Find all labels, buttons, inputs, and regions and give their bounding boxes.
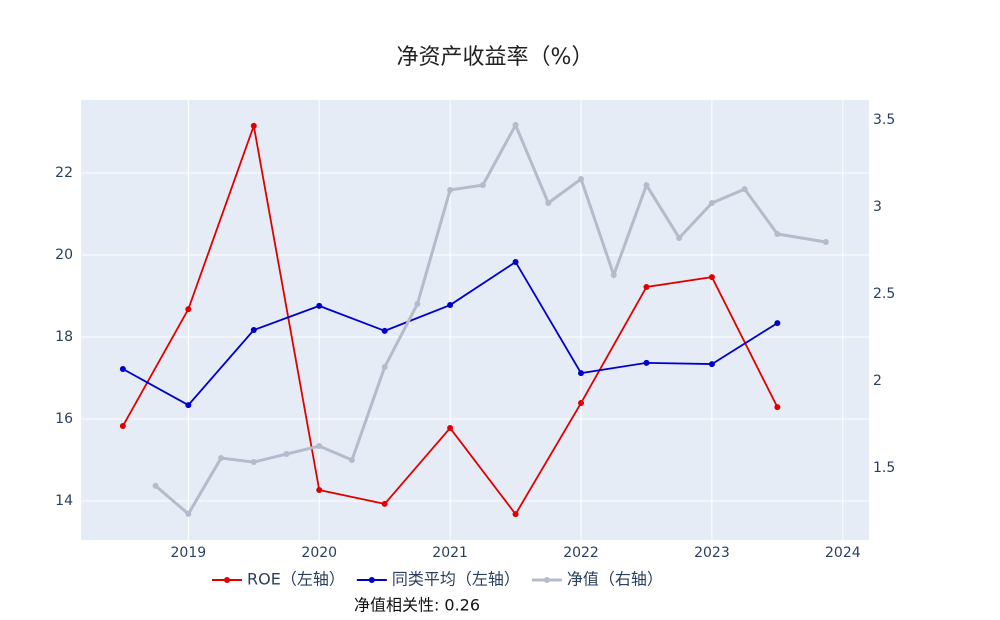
plot-area bbox=[81, 100, 869, 540]
x-tick-label: 2021 bbox=[432, 545, 468, 561]
y-tick-label: 22 bbox=[55, 165, 73, 181]
point bbox=[185, 402, 192, 409]
point bbox=[316, 486, 323, 493]
point bbox=[348, 456, 355, 463]
legend-label: 同类平均（左轴） bbox=[392, 570, 520, 589]
y-tick-label: 20 bbox=[55, 247, 73, 263]
point bbox=[512, 258, 519, 265]
y-tick-label: 16 bbox=[55, 411, 73, 427]
x-tick-label: 2023 bbox=[694, 545, 730, 561]
point bbox=[218, 455, 225, 462]
x-tick-label: 2024 bbox=[825, 545, 861, 561]
y-tick-label: 18 bbox=[55, 329, 73, 345]
point bbox=[774, 320, 781, 327]
y2-tick-label: 3 bbox=[873, 199, 882, 215]
point bbox=[316, 302, 323, 309]
x-tick-label: 2019 bbox=[171, 545, 207, 561]
legend-marker bbox=[543, 577, 550, 583]
point bbox=[741, 186, 748, 193]
point bbox=[822, 238, 829, 245]
legend-marker bbox=[368, 577, 375, 583]
chart-title: 净资产收益率（%） bbox=[397, 45, 594, 70]
x-tick-label: 2020 bbox=[301, 545, 337, 561]
point bbox=[283, 451, 290, 458]
point bbox=[512, 122, 519, 129]
point bbox=[774, 230, 781, 237]
legend-marker bbox=[224, 577, 230, 583]
y2-tick-label: 2 bbox=[873, 373, 882, 389]
point bbox=[643, 283, 650, 290]
legend-label: 净值（右轴） bbox=[567, 570, 663, 589]
point bbox=[479, 182, 486, 189]
point bbox=[676, 234, 683, 241]
point bbox=[447, 425, 454, 432]
point bbox=[381, 500, 388, 507]
point bbox=[643, 182, 650, 189]
point bbox=[578, 175, 585, 182]
point bbox=[643, 359, 650, 366]
point bbox=[381, 364, 388, 371]
point bbox=[578, 370, 585, 377]
point bbox=[447, 302, 454, 309]
point bbox=[512, 511, 519, 518]
point bbox=[250, 327, 257, 334]
point bbox=[447, 186, 454, 193]
legend-label: ROE（左轴） bbox=[247, 570, 345, 589]
point bbox=[708, 199, 715, 206]
y2-tick-label: 1.5 bbox=[873, 460, 895, 476]
point bbox=[708, 274, 715, 281]
point bbox=[119, 366, 126, 373]
point bbox=[708, 361, 715, 368]
point bbox=[119, 423, 126, 430]
y2-tick-label: 3.5 bbox=[873, 112, 895, 128]
point bbox=[414, 300, 421, 307]
point bbox=[250, 122, 257, 129]
point bbox=[185, 306, 192, 313]
point bbox=[152, 482, 159, 489]
point bbox=[545, 199, 552, 206]
point bbox=[316, 443, 323, 450]
x-tick-label: 2022 bbox=[563, 545, 599, 561]
point bbox=[250, 459, 257, 466]
annotation: 净值相关性: 0.26 bbox=[354, 596, 480, 615]
point bbox=[610, 272, 617, 279]
point bbox=[774, 404, 781, 411]
point bbox=[185, 510, 192, 517]
point bbox=[578, 400, 585, 407]
point bbox=[381, 327, 388, 334]
y-tick-label: 14 bbox=[55, 493, 73, 509]
y2-tick-label: 2.5 bbox=[873, 286, 895, 302]
